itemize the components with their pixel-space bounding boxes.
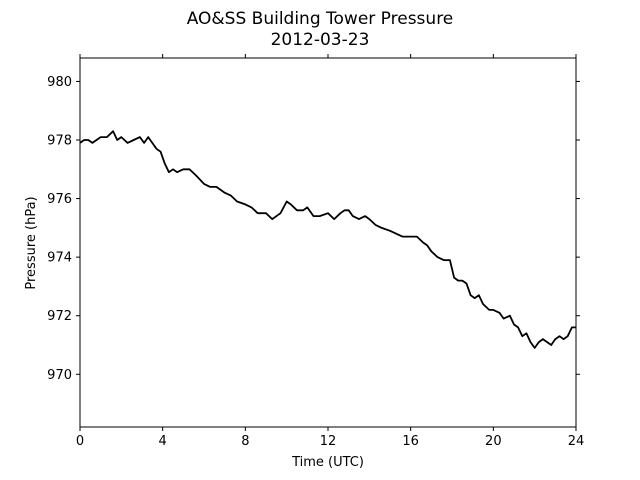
plot-frame: [79, 57, 577, 428]
y-tick-label: 972: [47, 309, 72, 324]
chart-subtitle: 2012-03-23: [271, 30, 370, 50]
y-tick-label: 970: [47, 368, 72, 383]
x-axis-label: Time (UTC): [291, 455, 364, 470]
x-tick-label: 0: [76, 434, 84, 449]
y-tick-label: 976: [47, 192, 72, 207]
x-tick-label: 24: [568, 434, 585, 449]
chart-title: AO&SS Building Tower Pressure: [187, 9, 454, 29]
x-tick-label: 16: [402, 434, 419, 449]
x-tick-label: 4: [159, 434, 167, 449]
x-tick-label: 12: [320, 434, 337, 449]
x-axis: 0 4 8 12 16 20 24: [76, 54, 584, 449]
x-tick-label: 8: [241, 434, 249, 449]
y-tick-label: 974: [47, 251, 72, 266]
y-axis: 970 972 974 976 978 980: [47, 75, 580, 383]
y-tick-label: 978: [47, 134, 72, 149]
pressure-series-line: [79, 130, 576, 349]
y-axis-label: Pressure (hPa): [24, 196, 39, 289]
x-tick-label: 20: [485, 434, 502, 449]
y-tick-label: 980: [47, 75, 72, 90]
